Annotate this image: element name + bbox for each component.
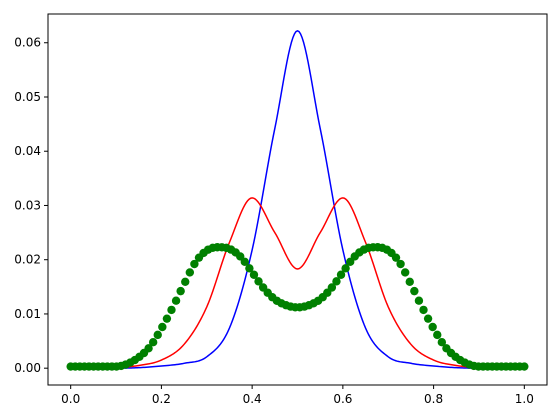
series-marker [332,277,341,286]
series-marker [327,283,337,292]
y-tick-label: 0.05 [14,90,41,104]
series-marker [190,259,199,269]
x-tick-label: 0.0 [61,392,80,406]
series-marker [405,277,414,287]
series-marker [428,322,437,332]
series-marker [410,286,419,296]
series-marker [240,257,249,267]
series-marker [341,264,350,273]
series-marker [249,270,259,279]
series-line-2 [70,197,525,369]
series-marker [396,259,405,269]
x-tick-label: 1.0 [515,392,534,406]
y-tick-label: 0.02 [14,253,41,267]
series-marker [181,277,190,287]
plot-layer [66,29,529,371]
series-marker [254,277,263,286]
series-marker [414,296,424,305]
series-marker [400,268,410,277]
y-tick-label: 0.03 [14,198,41,212]
y-axis: 0.00 0.01 0.02 0.03 0.04 0.05 0.06 [14,36,48,375]
x-axis: 0.0 0.2 0.4 0.6 0.8 1.0 [61,385,534,406]
series-marker [433,330,442,340]
y-tick-label: 0.04 [14,144,41,158]
series-marker [391,253,401,262]
series-marker [171,296,181,305]
series-marker [245,264,254,273]
x-tick-label: 0.8 [424,392,443,406]
series-line-1 [70,29,525,369]
x-tick-label: 0.4 [243,392,262,406]
plot-frame [47,13,548,386]
series-marker [336,270,346,279]
series-marker [185,268,195,277]
series-marker [162,314,172,323]
series-marker [176,286,185,296]
series-marker [419,305,428,315]
series-marker [148,338,158,347]
series-marker [158,322,167,332]
x-tick-label: 0.2 [152,392,171,406]
series-marker [167,305,176,315]
y-tick-label: 0.06 [14,36,41,50]
series-marker [437,338,447,347]
y-tick-label: 0.01 [14,307,41,321]
series-marker [153,330,162,340]
x-tick-label: 0.6 [333,392,352,406]
y-tick-label: 0.00 [14,361,41,375]
series-marker [423,314,433,323]
series-marker [520,362,529,371]
series-marker [144,344,153,353]
